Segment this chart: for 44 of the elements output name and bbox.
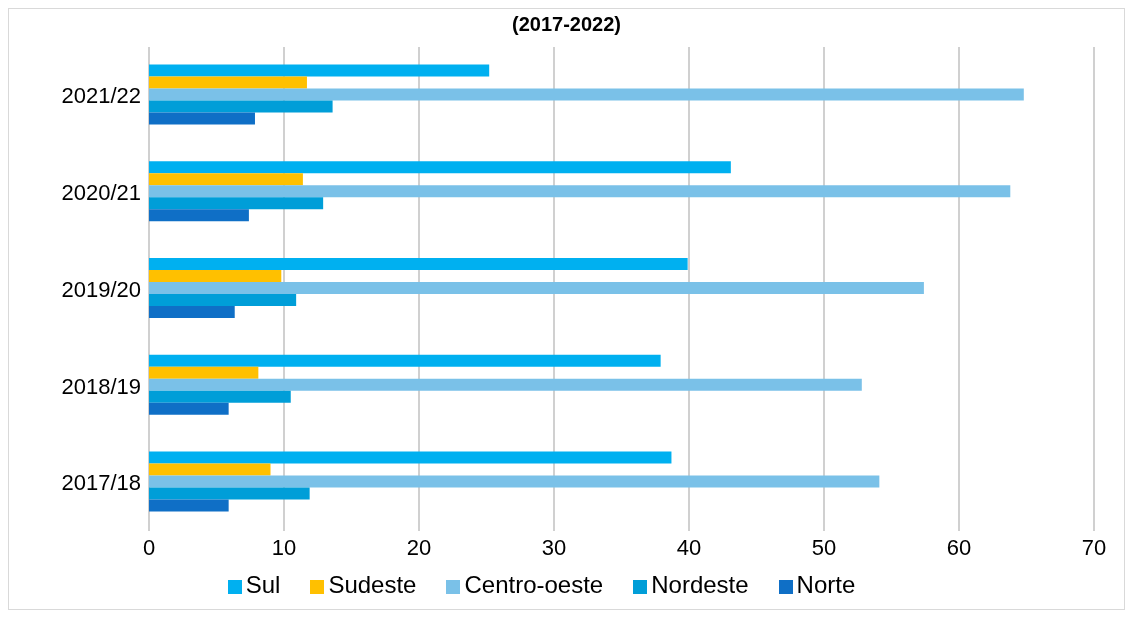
bar xyxy=(149,402,229,415)
bar xyxy=(149,282,924,295)
y-tick-label: 2020/21 xyxy=(61,180,141,206)
y-tick-label: 2021/22 xyxy=(61,83,141,109)
bar xyxy=(149,475,880,488)
bar xyxy=(149,76,307,89)
bar xyxy=(149,161,731,174)
x-tick-label: 20 xyxy=(406,534,432,560)
legend-label: Sul xyxy=(245,571,281,598)
bar xyxy=(149,209,249,222)
y-tick-label: 2019/20 xyxy=(61,276,141,302)
bar xyxy=(149,112,255,125)
bar xyxy=(149,378,862,391)
bar xyxy=(149,197,324,210)
bar xyxy=(149,306,235,319)
bar xyxy=(149,366,259,379)
bar xyxy=(149,258,688,271)
bar xyxy=(149,499,229,512)
legend-label: Nordeste xyxy=(651,571,749,598)
x-tick-label: 70 xyxy=(1081,534,1107,560)
bar xyxy=(149,100,333,113)
x-tick-label: 60 xyxy=(946,534,972,560)
legend-label: Centro-oeste xyxy=(464,571,604,598)
chart-title: (2017-2022) xyxy=(511,13,622,37)
x-tick-label: 40 xyxy=(676,534,702,560)
bar xyxy=(149,487,310,500)
y-tick-label: 2018/19 xyxy=(61,373,141,399)
bar xyxy=(149,270,282,283)
x-tick-label: 0 xyxy=(142,534,156,560)
bar xyxy=(149,88,1024,101)
x-tick-label: 30 xyxy=(541,534,567,560)
x-tick-label: 50 xyxy=(811,534,837,560)
x-tick-label: 10 xyxy=(271,534,297,560)
bar xyxy=(149,451,672,464)
bar xyxy=(149,294,297,307)
y-tick-label: 2017/18 xyxy=(61,470,141,496)
legend-label: Sudeste xyxy=(328,571,417,598)
bar xyxy=(149,185,1011,198)
bar xyxy=(149,64,490,77)
bar xyxy=(149,354,661,367)
bar xyxy=(149,463,271,476)
bar xyxy=(149,390,291,403)
legend-label: Norte xyxy=(796,571,856,598)
bar xyxy=(149,173,303,186)
